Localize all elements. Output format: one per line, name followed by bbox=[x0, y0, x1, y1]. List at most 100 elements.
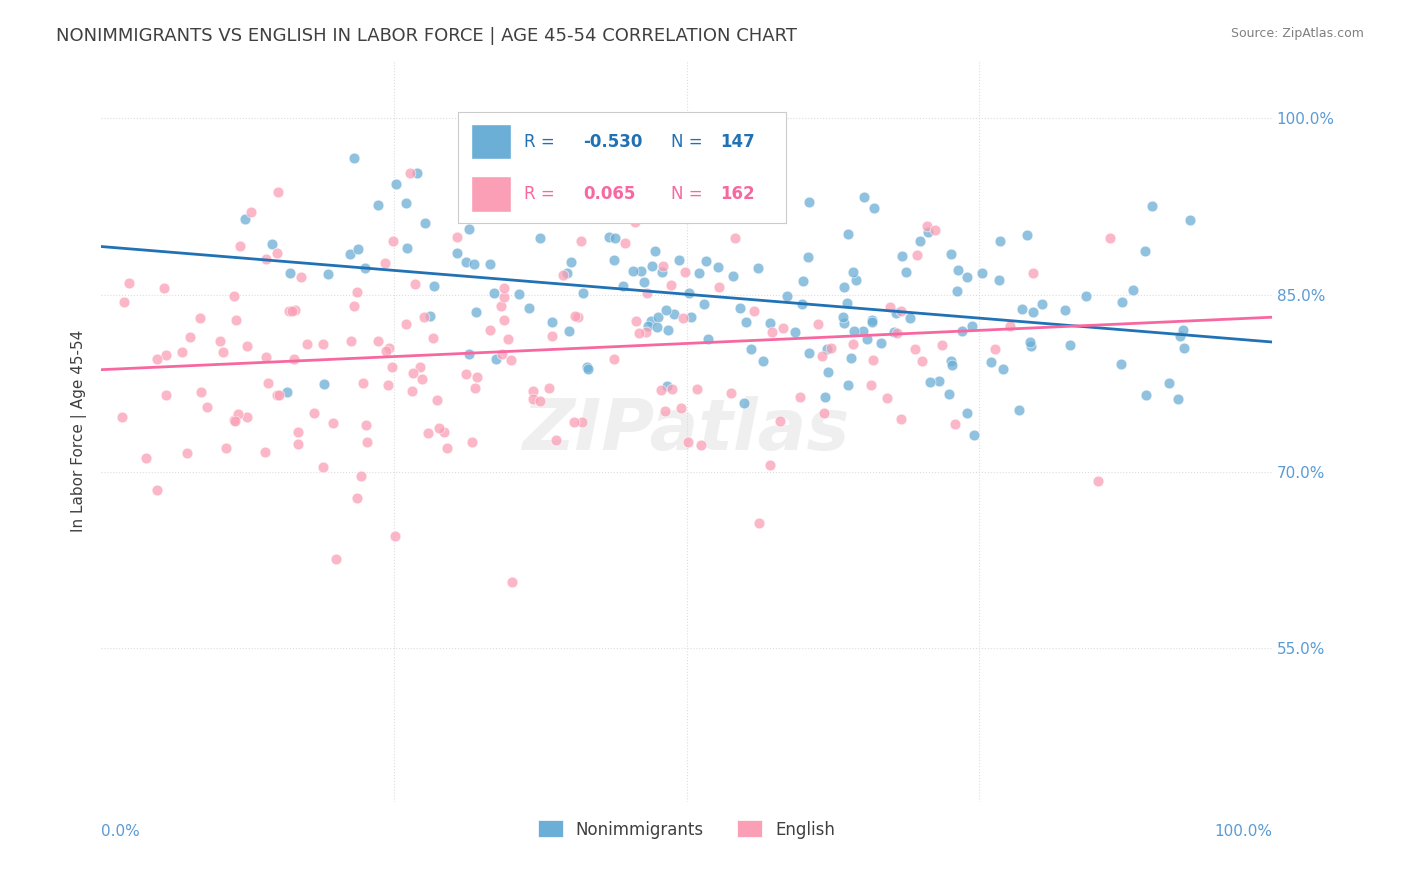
Point bbox=[676, 435, 699, 450]
Point bbox=[571, 416, 593, 430]
Point bbox=[644, 244, 666, 259]
Point bbox=[724, 231, 747, 245]
Point bbox=[1168, 329, 1191, 343]
Point bbox=[815, 342, 838, 356]
Point bbox=[385, 177, 408, 191]
Point bbox=[659, 278, 682, 293]
Point bbox=[405, 166, 427, 180]
Point bbox=[898, 311, 921, 326]
Point bbox=[884, 306, 907, 320]
Point bbox=[695, 254, 717, 268]
Point bbox=[118, 276, 141, 290]
Point bbox=[347, 243, 370, 257]
Point bbox=[797, 195, 820, 210]
Text: 0.0%: 0.0% bbox=[101, 824, 139, 838]
Point bbox=[673, 265, 696, 279]
Point bbox=[813, 405, 835, 419]
Point bbox=[325, 551, 347, 566]
Point bbox=[146, 351, 169, 366]
Point bbox=[889, 411, 911, 425]
Point bbox=[876, 391, 898, 405]
Point bbox=[692, 296, 714, 310]
Point bbox=[817, 365, 839, 379]
Point bbox=[579, 130, 602, 145]
Point bbox=[759, 458, 782, 472]
Point bbox=[946, 263, 969, 277]
Point bbox=[637, 318, 659, 333]
Point bbox=[1135, 388, 1157, 402]
Point bbox=[492, 280, 515, 294]
Point bbox=[190, 310, 212, 325]
Point bbox=[546, 433, 568, 447]
Point bbox=[402, 367, 425, 381]
Point bbox=[939, 354, 962, 368]
Point bbox=[446, 246, 468, 260]
Point bbox=[696, 332, 718, 346]
Point bbox=[529, 393, 551, 408]
Point bbox=[956, 406, 979, 420]
Point bbox=[624, 153, 647, 168]
Point bbox=[839, 351, 862, 365]
Point bbox=[395, 196, 418, 211]
Point bbox=[367, 198, 389, 212]
Point bbox=[886, 326, 908, 340]
Point bbox=[905, 248, 928, 262]
Point bbox=[311, 460, 333, 475]
Point bbox=[669, 401, 692, 415]
Point bbox=[415, 216, 437, 230]
Point bbox=[896, 264, 918, 278]
Point bbox=[832, 280, 855, 294]
Point bbox=[155, 388, 177, 402]
Point bbox=[155, 347, 177, 361]
Point bbox=[860, 378, 883, 392]
Point bbox=[526, 203, 548, 218]
Point bbox=[295, 337, 318, 351]
Point bbox=[983, 342, 1005, 356]
Point bbox=[529, 230, 551, 244]
Point bbox=[633, 276, 655, 290]
Point bbox=[1019, 338, 1042, 352]
Point bbox=[751, 354, 773, 368]
Point bbox=[960, 319, 983, 334]
Point bbox=[278, 303, 301, 318]
Point bbox=[720, 386, 742, 401]
Point bbox=[870, 336, 893, 351]
Point bbox=[399, 166, 422, 180]
Point bbox=[567, 310, 589, 324]
Point bbox=[612, 278, 634, 293]
Point bbox=[662, 307, 685, 321]
Point bbox=[956, 270, 979, 285]
Point bbox=[1087, 475, 1109, 489]
Point bbox=[856, 332, 879, 346]
Point bbox=[322, 416, 344, 430]
Point bbox=[841, 265, 863, 279]
Point bbox=[356, 434, 378, 449]
Point bbox=[772, 321, 794, 335]
Point bbox=[879, 301, 901, 315]
Point bbox=[547, 164, 569, 178]
Point bbox=[707, 260, 730, 274]
Point bbox=[1011, 301, 1033, 316]
Point bbox=[352, 376, 374, 390]
Point bbox=[211, 345, 233, 359]
Point bbox=[686, 382, 709, 396]
Point bbox=[501, 574, 523, 589]
Point bbox=[463, 257, 485, 271]
Point bbox=[678, 285, 700, 300]
Point bbox=[598, 230, 620, 244]
Point bbox=[283, 352, 305, 367]
Point bbox=[176, 446, 198, 460]
Point bbox=[1111, 295, 1133, 310]
Point bbox=[837, 227, 859, 242]
Point bbox=[654, 403, 676, 417]
Point bbox=[190, 385, 212, 400]
Point bbox=[215, 441, 238, 455]
Point bbox=[621, 264, 644, 278]
Point bbox=[789, 391, 811, 405]
Point bbox=[820, 341, 842, 355]
Point bbox=[446, 230, 468, 244]
Point bbox=[845, 273, 868, 287]
Point bbox=[367, 334, 389, 349]
Point bbox=[112, 294, 135, 309]
Point bbox=[350, 469, 373, 483]
